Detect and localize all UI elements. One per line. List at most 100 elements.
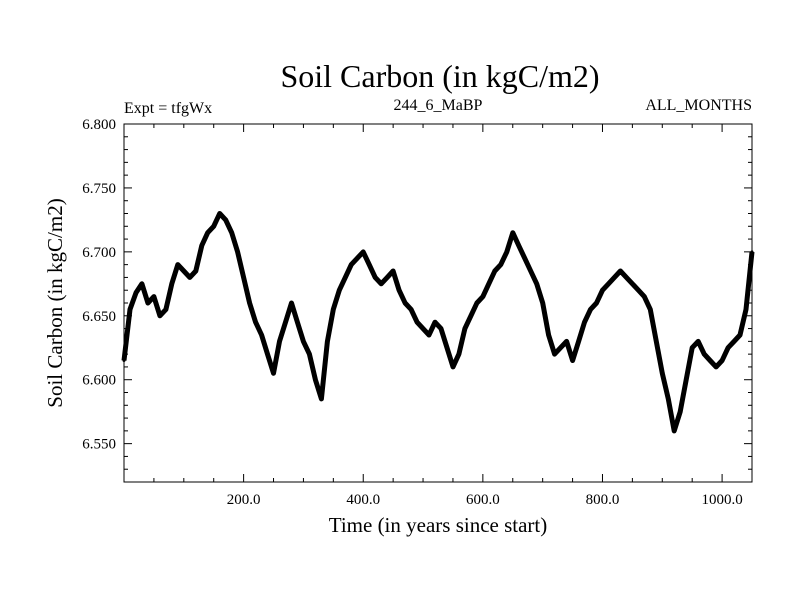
data-point — [583, 320, 586, 324]
data-point — [642, 295, 646, 299]
data-point — [487, 282, 491, 286]
y-tick-label: 6.750 — [82, 181, 116, 197]
data-point — [218, 212, 222, 215]
data-point — [188, 275, 192, 279]
data-point — [511, 231, 515, 235]
data-point — [164, 307, 168, 311]
data-point — [176, 263, 180, 267]
data-point — [236, 250, 240, 254]
data-point — [212, 224, 216, 228]
series-layer — [121, 211, 755, 434]
data-point — [146, 301, 150, 305]
data-point — [499, 263, 503, 267]
data-point — [230, 231, 234, 235]
axes-layer: 200.0 400.0 600.0 800.0 1000.0 6.550 6.600 6.65… — [82, 117, 752, 508]
data-point — [307, 352, 311, 356]
data-point — [301, 339, 305, 343]
data-point — [206, 231, 210, 235]
data-point — [618, 269, 622, 273]
data-point — [403, 301, 407, 305]
data-point — [260, 333, 264, 337]
data-point — [290, 301, 293, 305]
data-point — [660, 371, 664, 375]
data-point — [140, 282, 144, 286]
x-tick-label: 800.0 — [586, 492, 620, 508]
data-point — [295, 320, 299, 324]
data-point — [278, 339, 281, 343]
data-point — [391, 269, 395, 273]
data-point — [481, 295, 485, 299]
data-point — [457, 352, 461, 356]
data-point — [361, 250, 365, 254]
y-tick-label: 6.650 — [82, 309, 116, 325]
y-tick-label: 6.800 — [82, 117, 116, 133]
x-axis-label: Time (in years since start) — [329, 513, 548, 537]
data-point — [732, 339, 736, 343]
data-point — [666, 397, 670, 401]
data-point — [607, 282, 610, 286]
data-point — [349, 263, 353, 267]
data-point — [469, 314, 473, 318]
data-point — [535, 282, 539, 286]
data-point — [738, 333, 742, 337]
data-point — [170, 282, 174, 286]
data-point — [224, 218, 228, 222]
data-point — [319, 397, 323, 401]
data-point — [648, 307, 652, 311]
data-point — [708, 359, 712, 362]
y-tick-label: 6.700 — [82, 245, 116, 261]
plot-frame — [123, 123, 753, 483]
data-point — [409, 307, 413, 311]
y-axis-label: Soil Carbon (in kgC/m2) — [43, 198, 67, 407]
data-point — [553, 352, 557, 356]
data-point — [266, 352, 269, 356]
data-point — [702, 352, 706, 356]
data-point — [690, 346, 694, 350]
data-point — [182, 269, 186, 273]
data-point — [433, 320, 437, 324]
data-point — [134, 291, 138, 295]
data-point — [565, 339, 569, 343]
data-point — [254, 320, 258, 324]
data-point — [559, 346, 563, 350]
data-point — [744, 307, 748, 311]
data-point — [595, 301, 598, 305]
x-tick-label: 1000.0 — [701, 492, 742, 508]
data-point — [415, 320, 419, 324]
chart-title: Soil Carbon (in kgC/m2) — [280, 58, 599, 94]
data-point — [194, 269, 198, 273]
data-point — [439, 327, 443, 331]
data-point — [355, 256, 359, 260]
data-point — [654, 339, 658, 343]
data-point — [242, 275, 246, 279]
data-point — [463, 327, 467, 331]
data-point — [445, 346, 449, 350]
data-point — [601, 288, 604, 292]
x-tick-label: 400.0 — [346, 492, 380, 508]
data-point — [636, 288, 640, 292]
x-tick-label: 200.0 — [227, 492, 261, 508]
x-tick-label: 600.0 — [466, 492, 500, 508]
data-point — [397, 288, 401, 292]
data-point — [612, 275, 616, 279]
data-point — [421, 327, 425, 331]
data-point — [451, 365, 455, 369]
data-point — [529, 269, 533, 273]
data-point — [577, 339, 581, 343]
data-point — [158, 314, 162, 318]
data-point — [684, 378, 688, 382]
data-point — [726, 346, 730, 350]
data-point — [284, 320, 287, 324]
data-point — [696, 339, 700, 343]
data-point — [678, 410, 682, 414]
data-point — [493, 269, 497, 273]
data-point — [427, 333, 431, 337]
data-point — [272, 371, 275, 375]
data-point — [331, 307, 335, 311]
subtitle-months: ALL_MONTHS — [645, 97, 752, 114]
data-point — [505, 250, 509, 254]
data-point — [571, 359, 575, 362]
y-tick-label: 6.600 — [82, 373, 116, 389]
data-point — [248, 301, 252, 305]
